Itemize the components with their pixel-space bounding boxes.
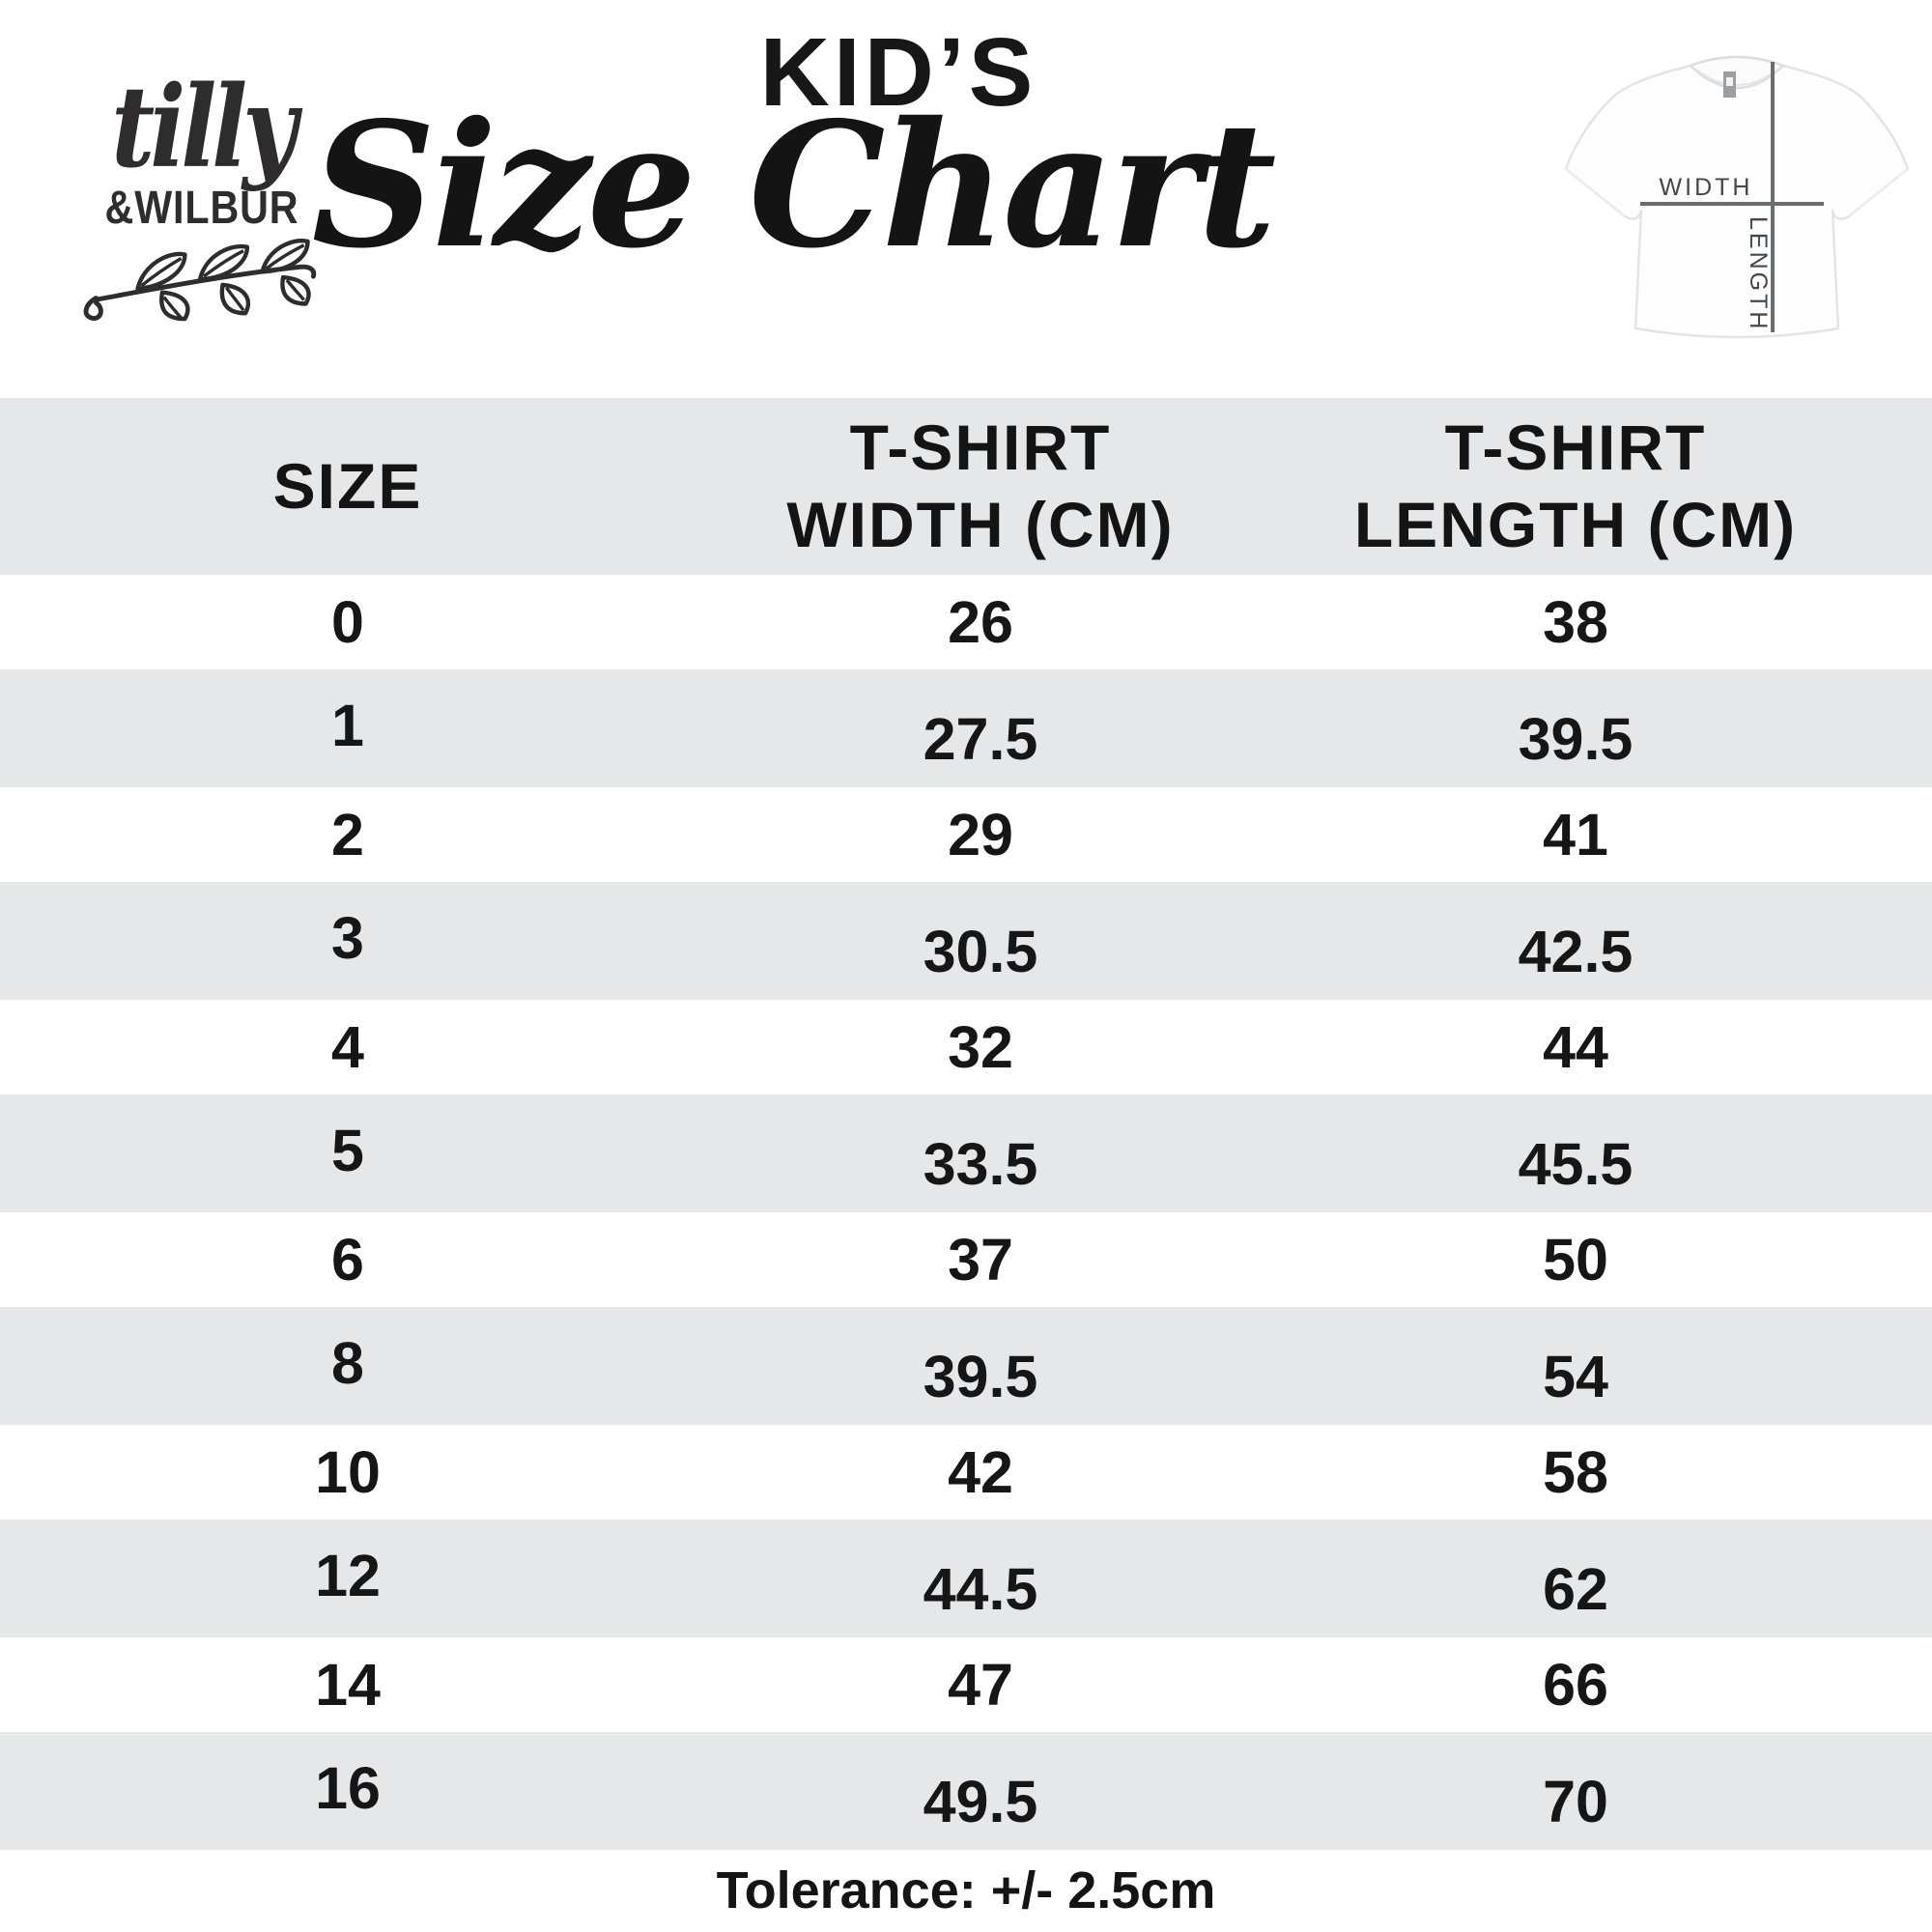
tshirt-diagram: WIDTH LENGTH (1564, 55, 1910, 339)
width-cell: 37 (948, 1227, 1013, 1293)
length-cell: 66 (1543, 1652, 1608, 1718)
length-cell: 70 (1543, 1769, 1608, 1834)
brand-logo: tilly &WILBUR (62, 71, 342, 323)
size-cell: 16 (315, 1755, 381, 1821)
tolerance-note: Tolerance: +/- 2.5cm (716, 1861, 1216, 1919)
size-cell: 12 (315, 1543, 381, 1608)
length-cell: 54 (1543, 1344, 1608, 1409)
width-cell: 27.5 (923, 706, 1038, 772)
size-cell: 1 (331, 693, 364, 758)
width-cell: 49.5 (923, 1769, 1038, 1834)
table-row: 10 42 58 (0, 1425, 1932, 1520)
length-cell: 42.5 (1518, 919, 1634, 984)
brand-caps-name: &WILBUR (104, 183, 299, 234)
length-cell: 58 (1543, 1439, 1608, 1505)
table-row: 2 29 41 (0, 787, 1932, 882)
table-row: 8 39.5 54 (0, 1307, 1932, 1425)
size-cell: 8 (331, 1330, 364, 1396)
size-cell: 6 (331, 1227, 364, 1293)
length-cell: 39.5 (1518, 706, 1634, 772)
width-cell: 39.5 (923, 1344, 1038, 1409)
length-cell: 45.5 (1518, 1131, 1634, 1197)
table-body: 0 26 38 1 27.5 39.5 2 29 41 3 30.5 42.5 … (0, 575, 1932, 1850)
table-row: 12 44.5 62 (0, 1520, 1932, 1637)
header-cell-width: T-SHIRT WIDTH (CM) (696, 410, 1265, 562)
size-cell: 2 (331, 802, 364, 867)
laurel-branch-icon (83, 238, 317, 322)
table-row: 3 30.5 42.5 (0, 882, 1932, 1000)
width-cell: 29 (948, 802, 1013, 867)
width-cell: 33.5 (923, 1131, 1038, 1197)
size-table: SIZE T-SHIRT WIDTH (CM) T-SHIRT LENGTH (… (0, 398, 1932, 1850)
header-length-line2: LENGTH (CM) (1353, 488, 1798, 560)
header-width-line2: WIDTH (CM) (786, 488, 1175, 560)
table-header-row: SIZE T-SHIRT WIDTH (CM) T-SHIRT LENGTH (… (0, 398, 1932, 575)
width-cell: 32 (948, 1014, 1013, 1080)
size-cell: 3 (331, 905, 364, 971)
width-cell: 26 (948, 589, 1013, 655)
table-row: 16 49.5 70 (0, 1732, 1932, 1850)
tshirt-body (1564, 55, 1910, 339)
length-cell: 44 (1543, 1014, 1608, 1080)
table-row: 4 32 44 (0, 1000, 1932, 1094)
table-row: 14 47 66 (0, 1637, 1932, 1732)
table-row: 5 33.5 45.5 (0, 1094, 1932, 1212)
table-row: 0 26 38 (0, 575, 1932, 669)
header-length-line1: T-SHIRT (1444, 412, 1707, 484)
width-label: WIDTH (1660, 174, 1753, 201)
length-cell: 50 (1543, 1227, 1608, 1293)
length-cell: 62 (1543, 1556, 1608, 1622)
width-cell: 30.5 (923, 919, 1038, 984)
size-cell: 14 (315, 1652, 381, 1718)
width-cell: 44.5 (923, 1556, 1038, 1622)
kicker-heading: KID’S (759, 18, 1037, 127)
table-row: 6 37 50 (0, 1212, 1932, 1307)
page-title: Size Chart (311, 84, 1277, 286)
size-cell: 0 (331, 589, 364, 655)
header-cell-length: T-SHIRT LENGTH (CM) (1265, 410, 1932, 562)
size-cell: 10 (315, 1439, 381, 1505)
header-cell-size: SIZE (272, 449, 423, 522)
length-cell: 41 (1543, 802, 1608, 867)
length-label: LENGTH (1745, 216, 1772, 331)
header-width-line1: T-SHIRT (849, 412, 1112, 484)
width-cell: 42 (948, 1439, 1013, 1505)
length-cell: 38 (1543, 589, 1608, 655)
table-row: 1 27.5 39.5 (0, 669, 1932, 787)
size-cell: 5 (331, 1118, 364, 1183)
brand-script-name: tilly (111, 62, 298, 193)
width-cell: 47 (948, 1652, 1013, 1718)
size-cell: 4 (331, 1014, 364, 1080)
